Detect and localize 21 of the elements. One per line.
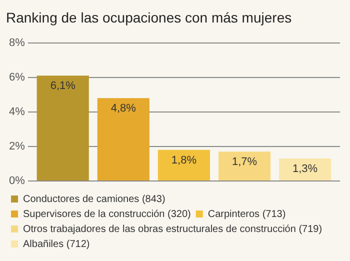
legend-label: Otros trabajadores de las obras estructurales de construcción (719)	[23, 224, 322, 235]
y-tick-label: 6%	[8, 71, 26, 84]
legend-label: Supervisores de la construcción (320)	[23, 208, 191, 220]
y-tick-label: 4%	[8, 106, 26, 118]
data-label: 1,3%	[292, 163, 318, 176]
y-tick-label: 0%	[8, 175, 26, 188]
y-tick-label: 2%	[8, 140, 26, 152]
data-label: 1,8%	[171, 154, 197, 166]
bar	[97, 98, 150, 180]
data-label: 6,1%	[50, 80, 76, 92]
legend-label: Conductores de camiones (843)	[23, 194, 166, 205]
data-label: 1,7%	[232, 156, 258, 168]
legend-label: Carpinteros (713)	[208, 208, 286, 220]
bar	[36, 76, 89, 180]
data-label: 4,8%	[110, 102, 136, 115]
bar	[218, 152, 271, 180]
bar	[158, 150, 210, 180]
bar	[279, 158, 332, 180]
y-tick-label: 8%	[8, 36, 26, 49]
legend-label: Albañiles (712)	[23, 238, 90, 250]
chart-title: Ranking de las ocupaciones con más mujeres	[6, 9, 292, 26]
